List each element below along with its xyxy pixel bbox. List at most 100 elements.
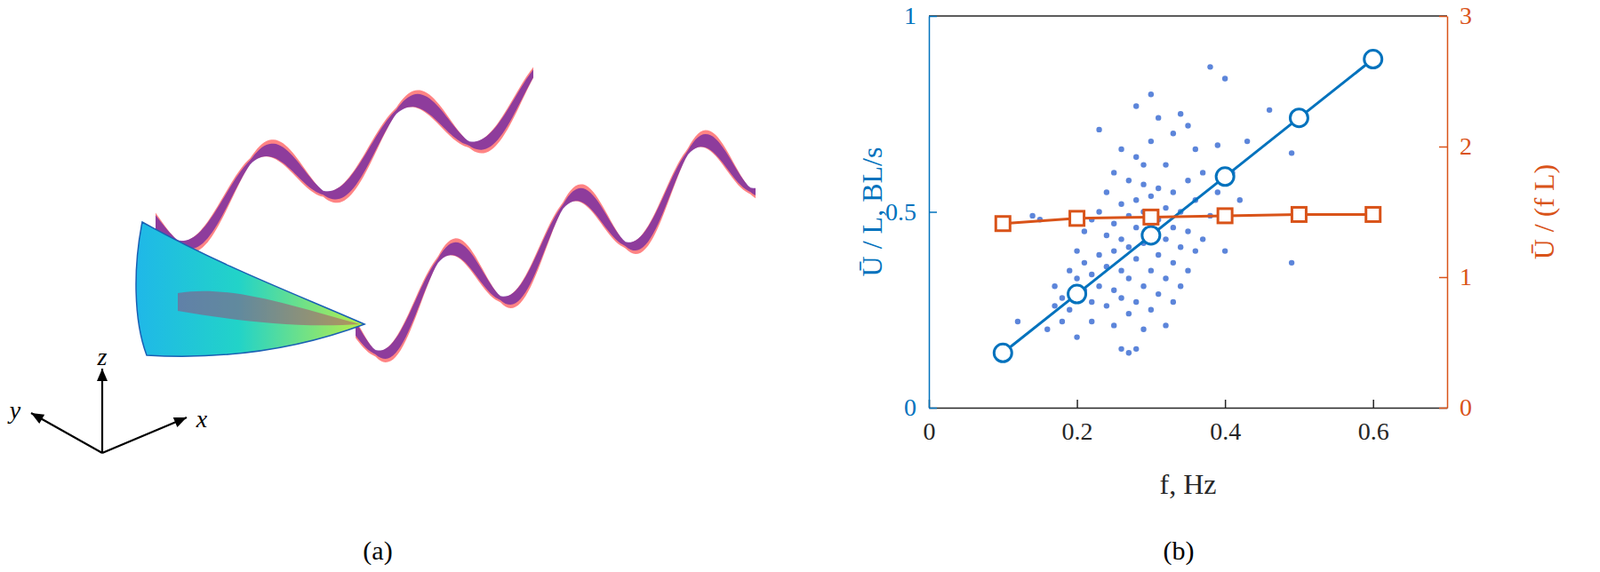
scatter-point — [1133, 299, 1139, 305]
scatter-point — [1118, 236, 1124, 242]
scatter-point — [1126, 275, 1132, 281]
scatter-point — [1088, 319, 1095, 325]
scatter-point — [1170, 260, 1176, 266]
vortex-ribbon — [355, 134, 756, 360]
y2-axis: 0123 — [1439, 1, 1472, 422]
scatter-point — [1118, 346, 1124, 352]
scatter-point — [1200, 236, 1206, 242]
marker — [1216, 168, 1234, 186]
scatter-point — [1177, 283, 1184, 289]
scatter-point — [1126, 350, 1132, 356]
scatter-point — [1170, 224, 1176, 231]
scatter-point — [1081, 260, 1088, 266]
tick-label: 0 — [1459, 393, 1472, 422]
scatter-point — [1059, 319, 1065, 325]
marker — [1289, 109, 1308, 128]
scatter-point — [1133, 256, 1139, 262]
tick-label: 0.2 — [1062, 417, 1094, 446]
marker — [1366, 207, 1381, 222]
scatter-point — [1162, 205, 1168, 211]
scatter-point — [1222, 248, 1228, 254]
scatter-point — [1133, 154, 1139, 160]
tick-mark — [1372, 400, 1375, 408]
scatter-point — [1184, 267, 1191, 273]
scatter-point — [1066, 267, 1072, 273]
figure: zyx(a)00.20.40.600.510123f, HzŪ / L, BL/… — [0, 0, 1600, 572]
scatter-point — [1096, 283, 1102, 289]
marker — [993, 344, 1012, 362]
scatter-point — [1192, 146, 1199, 152]
tick: 1 — [904, 1, 937, 30]
tick: 0 — [1439, 393, 1472, 422]
line-series — [993, 50, 1382, 363]
scatter-point — [1066, 307, 1072, 313]
axis-arrowhead — [31, 413, 45, 424]
tick-mark — [928, 16, 937, 18]
marker — [995, 216, 1010, 232]
scatter-point — [1140, 283, 1146, 289]
scatter-point — [1104, 303, 1110, 309]
scatter-point — [1073, 248, 1080, 254]
marker — [1217, 208, 1232, 224]
scatter-point — [1140, 327, 1146, 333]
scatter-point — [1126, 244, 1132, 250]
scatter-point — [1200, 169, 1206, 176]
tick-mark — [1439, 408, 1448, 410]
tick-label: 0 — [923, 417, 936, 446]
scatter-point — [1184, 122, 1191, 128]
scatter-point — [1170, 299, 1176, 305]
scatter-point — [1215, 189, 1221, 195]
scatter-point — [1051, 283, 1057, 289]
scatter-point — [1044, 327, 1050, 333]
scatter-point — [1162, 236, 1168, 242]
tick-label: 0.4 — [1209, 417, 1241, 446]
scatter-point — [1266, 107, 1272, 113]
scatter-point — [1192, 248, 1199, 254]
x-axis: 00.20.40.6 — [923, 400, 1448, 446]
scatter-point — [1059, 295, 1065, 301]
scatter-point — [1155, 185, 1161, 192]
axis-label: x — [195, 405, 208, 433]
scatter-point — [1155, 114, 1161, 120]
tick-label: 1 — [904, 1, 917, 30]
tick-label: 1 — [1459, 263, 1472, 291]
marker — [1291, 207, 1306, 222]
axis-arrowhead — [96, 368, 108, 382]
line — [1002, 214, 1373, 224]
scatter-point — [1096, 252, 1102, 258]
scatter-point — [1096, 208, 1102, 215]
y-axis: 00.51 — [885, 1, 937, 422]
scatter-point — [1133, 103, 1139, 109]
scatter-point — [1111, 288, 1117, 294]
scatter-point — [1111, 221, 1117, 227]
scatter-point — [1148, 138, 1154, 144]
scatter-point — [1140, 161, 1146, 168]
scatter-point — [1088, 272, 1095, 278]
panel-label: (b) — [1163, 536, 1195, 567]
panel-b: 00.20.40.600.510123f, HzŪ / L, BL/sŪ / (… — [856, 1, 1560, 567]
scatter-point — [1111, 248, 1117, 254]
scatter-point — [1088, 299, 1095, 305]
scatter-point — [1118, 295, 1124, 301]
scatter-point — [1073, 275, 1080, 281]
axis-arrow — [31, 413, 103, 454]
axis-line — [1447, 16, 1449, 409]
scatter-point — [1148, 193, 1154, 200]
scatter-point — [1148, 307, 1154, 313]
scatter-point — [1148, 267, 1154, 273]
scatter-point — [1118, 200, 1124, 207]
x-axis-title: f, Hz — [1160, 468, 1217, 501]
y2-axis-title: Ū / (f L) — [1528, 164, 1560, 261]
tick-label: 0 — [904, 393, 917, 422]
scatter-point — [1140, 181, 1146, 187]
scatter-point — [1155, 252, 1161, 258]
vortex-ribbon — [155, 69, 534, 249]
scatter-point — [1162, 322, 1168, 328]
scatter-point — [1222, 75, 1228, 81]
scatter-point — [1288, 260, 1295, 266]
scatter-point — [1184, 177, 1191, 184]
tick: 0 — [904, 393, 937, 422]
vortex-ribbon-halo — [355, 129, 756, 362]
scatter-point — [1148, 91, 1154, 97]
tick: 0.5 — [885, 198, 937, 226]
